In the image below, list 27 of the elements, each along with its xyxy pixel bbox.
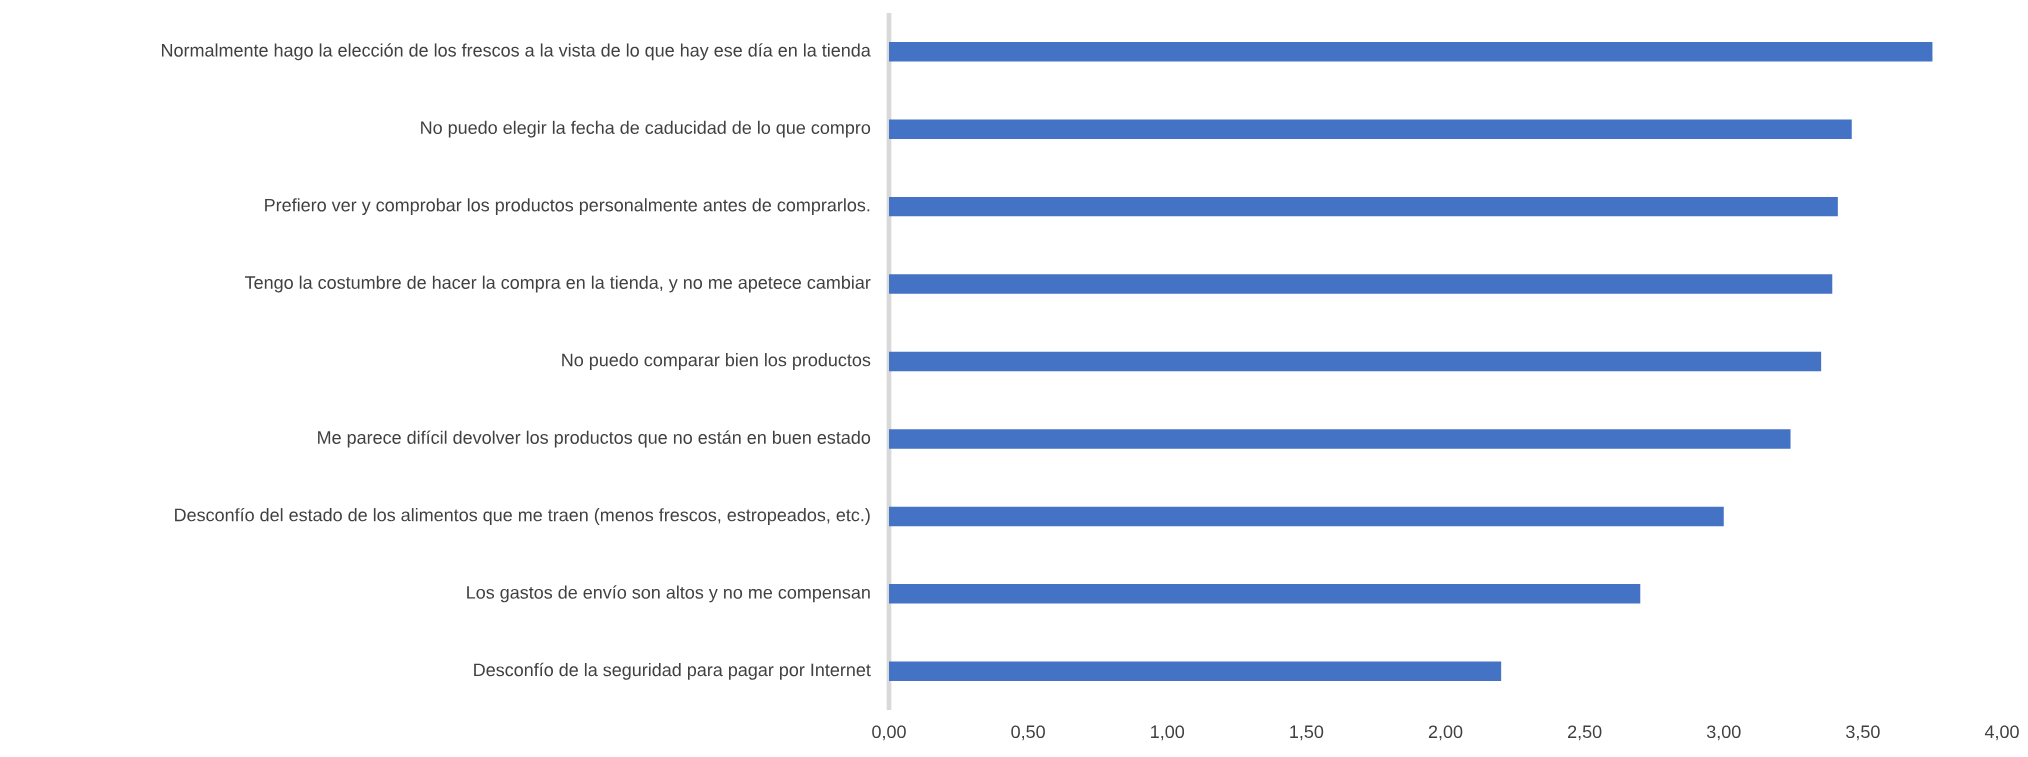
bar [889, 119, 1852, 139]
y-tick-label: Desconfío de la seguridad para pagar por Internet [474, 662, 871, 680]
x-tick-label: 0,50 [1011, 725, 1045, 741]
y-tick-label: Tengo la costumbre de hacer la compra en la tienda, y no me apetece cambiar [245, 275, 871, 293]
bar [889, 429, 1791, 449]
bar [889, 274, 1833, 294]
x-tick-label: 0,00 [872, 725, 906, 741]
x-tick-label: 2,50 [1568, 725, 1602, 741]
bar [889, 584, 1641, 604]
y-tick-label: Desconfío del estado de los alimentos que me traen (menos frescos, estropeados, etc.) [175, 507, 870, 525]
x-tick-label: 2,00 [1428, 725, 1463, 741]
y-tick-label: Me parece difícil devolver los productos que no están en buen estado [318, 430, 871, 448]
x-tick-label: 3,50 [1846, 725, 1880, 741]
x-tick-label: 1,00 [1151, 725, 1185, 741]
y-tick-label: Prefiero ver y comprobar los productos personalmente antes de comprarlos. [265, 198, 870, 216]
x-tick-label: 4,00 [1984, 725, 2019, 741]
x-tick-label: 1,50 [1290, 725, 1324, 741]
bar [889, 42, 1933, 62]
bar [889, 351, 1822, 372]
bar [889, 506, 1724, 527]
y-tick-label: Normalmente hago la elección de los frescos a la vista de lo que hay ese día en la tienda [162, 43, 871, 61]
y-tick-label: Los gastos de envío son altos y no me compensan [467, 585, 870, 603]
bar [889, 196, 1838, 217]
x-tick-label: 3,00 [1706, 725, 1741, 741]
bar [889, 661, 1502, 682]
y-tick-label: No puedo comparar bien los productos [562, 353, 871, 370]
y-tick-label: No puedo elegir la fecha de caducidad de lo que compro [421, 120, 871, 138]
